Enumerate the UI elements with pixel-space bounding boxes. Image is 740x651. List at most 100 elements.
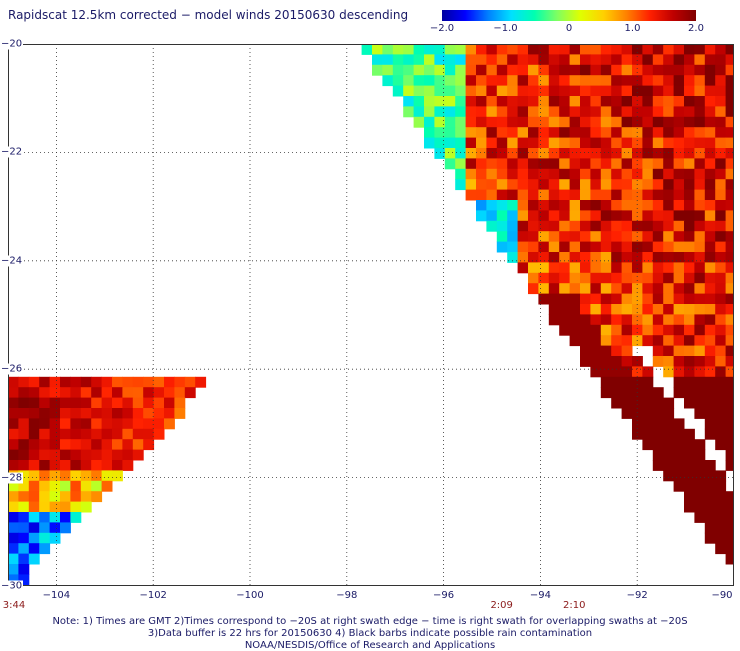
wind-cell bbox=[611, 356, 623, 367]
wind-cell bbox=[715, 231, 727, 243]
wind-cell bbox=[153, 428, 165, 440]
wind-cell bbox=[424, 127, 435, 139]
wind-cell bbox=[153, 418, 165, 430]
wind-cell bbox=[528, 252, 539, 263]
wind-cell bbox=[528, 127, 539, 139]
wind-cell bbox=[715, 428, 727, 440]
wind-cell bbox=[60, 408, 71, 419]
wind-cell bbox=[80, 460, 92, 471]
wind-cell bbox=[725, 231, 734, 243]
wind-cell bbox=[538, 85, 550, 97]
wind-cell bbox=[663, 85, 675, 97]
wind-cell bbox=[600, 231, 612, 243]
wind-cell bbox=[642, 283, 654, 295]
wind-cell bbox=[632, 241, 643, 253]
wind-cell bbox=[101, 470, 113, 482]
longitude-label: −104 bbox=[42, 590, 71, 601]
wind-cell bbox=[434, 75, 446, 87]
wind-cell bbox=[486, 158, 498, 170]
wind-cell bbox=[715, 283, 727, 295]
wind-cell bbox=[528, 148, 539, 159]
wind-cell bbox=[580, 304, 591, 315]
wind-cell bbox=[611, 116, 623, 128]
wind-cell bbox=[496, 220, 508, 232]
wind-cell bbox=[663, 272, 675, 284]
wind-cell bbox=[600, 335, 612, 347]
wind-cell bbox=[663, 168, 675, 180]
wind-cell bbox=[403, 64, 415, 76]
wind-cell bbox=[600, 179, 612, 191]
wind-cell bbox=[8, 408, 19, 419]
wind-cell bbox=[684, 470, 695, 482]
wind-cell bbox=[8, 460, 19, 471]
wind-cell bbox=[548, 96, 560, 107]
wind-cell bbox=[621, 272, 633, 284]
wind-cell bbox=[70, 491, 82, 503]
wind-difference-map bbox=[8, 44, 734, 586]
wind-cell bbox=[621, 376, 633, 388]
wind-cell bbox=[80, 428, 92, 440]
wind-cell bbox=[590, 345, 602, 357]
wind-cell bbox=[663, 304, 675, 315]
wind-cell bbox=[642, 85, 654, 97]
wind-cell bbox=[590, 314, 602, 326]
wind-cell bbox=[580, 345, 591, 357]
wind-cell bbox=[8, 439, 19, 451]
wind-cell bbox=[673, 148, 685, 159]
wind-cell bbox=[8, 512, 19, 523]
wind-cell bbox=[694, 376, 706, 388]
wind-cell bbox=[476, 106, 487, 118]
wind-cell bbox=[715, 179, 727, 191]
wind-cell bbox=[684, 44, 695, 55]
wind-cell bbox=[652, 428, 664, 440]
wind-cell bbox=[507, 241, 519, 253]
wind-cell bbox=[39, 449, 51, 461]
wind-cell bbox=[91, 387, 103, 399]
wind-cell bbox=[621, 241, 633, 253]
wind-cell bbox=[70, 439, 82, 451]
wind-cell bbox=[715, 220, 727, 232]
wind-cell bbox=[611, 304, 623, 315]
wind-cell bbox=[725, 304, 734, 315]
wind-cell bbox=[621, 75, 633, 87]
wind-cell bbox=[715, 158, 727, 170]
wind-cell bbox=[663, 428, 675, 440]
wind-cell bbox=[611, 283, 623, 295]
wind-cell bbox=[496, 231, 508, 243]
wind-cell bbox=[694, 158, 706, 170]
wind-cell bbox=[611, 220, 623, 232]
wind-cell bbox=[49, 449, 61, 461]
wind-cell bbox=[70, 397, 82, 409]
wind-cell bbox=[486, 64, 498, 76]
wind-cell bbox=[507, 96, 519, 107]
wind-cell bbox=[715, 376, 727, 388]
wind-cell bbox=[580, 356, 591, 367]
wind-cell bbox=[112, 397, 123, 409]
wind-cell bbox=[684, 231, 695, 243]
wind-cell bbox=[704, 408, 716, 419]
wind-cell bbox=[725, 460, 734, 471]
wind-cell bbox=[632, 137, 643, 149]
wind-cell bbox=[91, 376, 103, 388]
wind-cell bbox=[611, 200, 623, 211]
wind-cell bbox=[621, 397, 633, 409]
wind-cell bbox=[642, 408, 654, 419]
wind-cell bbox=[174, 397, 186, 409]
wind-cell bbox=[569, 200, 581, 211]
wind-cell bbox=[122, 418, 134, 430]
wind-cell bbox=[476, 210, 487, 222]
wind-cell bbox=[715, 241, 727, 253]
wind-cell bbox=[673, 304, 685, 315]
wind-cell bbox=[684, 168, 695, 180]
wind-cell bbox=[507, 220, 519, 232]
wind-cell bbox=[694, 44, 706, 55]
wind-cell bbox=[600, 241, 612, 253]
wind-cell bbox=[569, 231, 581, 243]
wind-cell bbox=[725, 512, 734, 523]
wind-cell bbox=[382, 44, 394, 55]
wind-cell bbox=[559, 44, 571, 55]
wind-cell bbox=[496, 54, 508, 66]
wind-cell bbox=[684, 241, 695, 253]
wind-cell bbox=[507, 200, 519, 211]
wind-cell bbox=[715, 345, 727, 357]
